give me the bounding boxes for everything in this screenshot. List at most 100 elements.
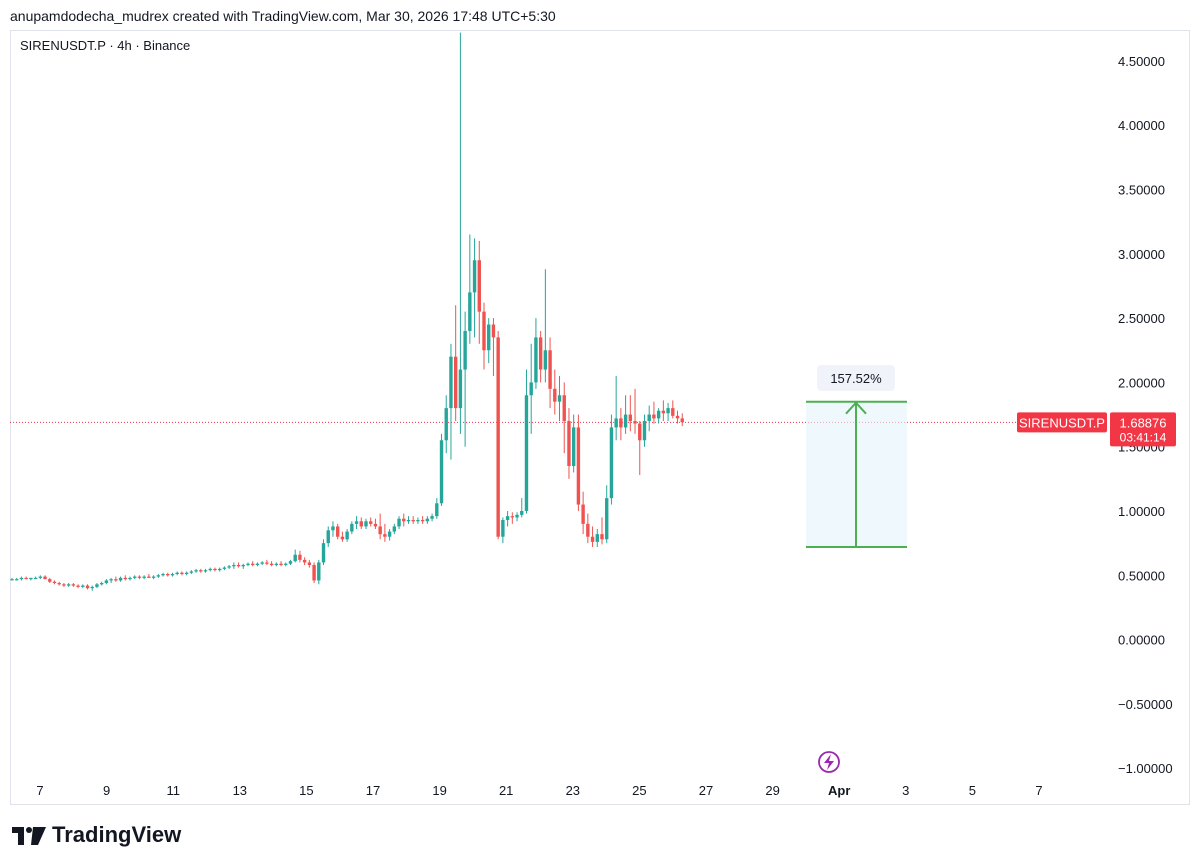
candle-body (439, 440, 444, 504)
candle-body (284, 563, 288, 566)
candle-body (354, 521, 359, 524)
candle-body (416, 520, 420, 522)
candle-body (66, 584, 71, 586)
candle-body (392, 526, 397, 532)
candle-body (99, 583, 104, 585)
candle-body (553, 388, 557, 402)
candle-body (288, 561, 293, 564)
candle-body (397, 518, 401, 527)
candle-body (675, 415, 680, 419)
x-tick-label: Apr (828, 783, 850, 798)
candle-body (213, 568, 217, 571)
candle-body (623, 414, 628, 428)
x-tick-label: 7 (1035, 783, 1042, 798)
candle-body (10, 579, 14, 581)
candle-body (590, 536, 595, 542)
candle-body (123, 577, 127, 580)
candle-body (472, 260, 477, 293)
y-tick-label: −1.00000 (1118, 761, 1173, 776)
candle-body (38, 576, 43, 578)
candle-body (524, 395, 529, 511)
x-tick-label: 9 (103, 783, 110, 798)
y-tick-label: 3.00000 (1118, 247, 1165, 262)
candle-body (76, 585, 80, 587)
lightning-icon[interactable] (818, 751, 840, 773)
candle-body (581, 504, 585, 524)
candle-body (279, 563, 283, 566)
candle-body (529, 382, 533, 396)
candle-body (656, 410, 661, 419)
candle-body (435, 503, 439, 517)
brand-name: TradingView (52, 822, 182, 847)
candle-body (62, 584, 66, 586)
candle-body (373, 523, 378, 527)
candle-body (29, 577, 33, 580)
candle-body (538, 337, 543, 370)
x-tick-label: 23 (566, 783, 580, 798)
x-tick-label: 15 (299, 783, 313, 798)
candle-body (321, 543, 326, 563)
candle-body (345, 531, 349, 540)
candle-body (453, 356, 458, 409)
x-tick-label: 29 (765, 783, 779, 798)
x-tick-label: 25 (632, 783, 646, 798)
candle-body (15, 579, 19, 581)
candle-body (133, 576, 137, 578)
candle-body (340, 536, 345, 540)
candle-body (628, 414, 633, 421)
x-tick-label: 21 (499, 783, 513, 798)
candle-body (208, 568, 212, 571)
candle-body (520, 511, 524, 515)
price-tag-symbol: SIRENUSDT.P (1019, 415, 1105, 430)
candle-body (661, 410, 666, 414)
candle-body (652, 414, 656, 419)
candle-body (510, 516, 515, 518)
x-tick-label: 3 (902, 783, 909, 798)
candle-body (236, 565, 241, 567)
candle-body (468, 292, 472, 331)
candle-body (33, 577, 38, 580)
candle-body (194, 570, 198, 572)
candle-body (137, 576, 142, 578)
candle-body (600, 534, 604, 540)
candle-body (491, 324, 496, 338)
x-tick-label: 27 (699, 783, 713, 798)
candle-body (666, 408, 670, 414)
measure-label-box (817, 365, 895, 391)
candle-body (477, 260, 481, 312)
candle-body (57, 583, 61, 585)
candle-body (90, 586, 94, 589)
candle-body (232, 565, 236, 567)
candle-body (52, 581, 57, 584)
candle-body (302, 559, 307, 563)
candle-body (543, 350, 548, 370)
candle-body (487, 324, 491, 351)
tradingview-logo[interactable]: TradingView (12, 822, 181, 848)
candle-body (335, 526, 340, 537)
candle-body (85, 585, 90, 589)
x-tick-label: 17 (366, 783, 380, 798)
candle-body (265, 562, 269, 564)
candle-body (496, 337, 500, 537)
candle-body (482, 311, 486, 351)
last-price-tag[interactable] (1110, 412, 1176, 447)
candle-body (633, 420, 637, 424)
x-tick-label: 13 (233, 783, 247, 798)
last-price-value: 1.68876 (1120, 415, 1167, 430)
candle-body (534, 337, 538, 383)
candle-body (104, 580, 109, 584)
y-tick-label: 0.50000 (1118, 568, 1165, 583)
symbol-price-tag[interactable] (1017, 412, 1107, 433)
candle-body (312, 565, 316, 581)
y-tick-label: 2.50000 (1118, 311, 1165, 326)
chart-panel[interactable] (10, 30, 1190, 805)
candle-body (406, 520, 411, 522)
candle-body (293, 554, 297, 562)
candle-body (364, 521, 368, 527)
candle-body (166, 574, 170, 576)
candle-body (515, 514, 519, 518)
candle-body (19, 577, 24, 580)
candle-body (548, 350, 552, 389)
